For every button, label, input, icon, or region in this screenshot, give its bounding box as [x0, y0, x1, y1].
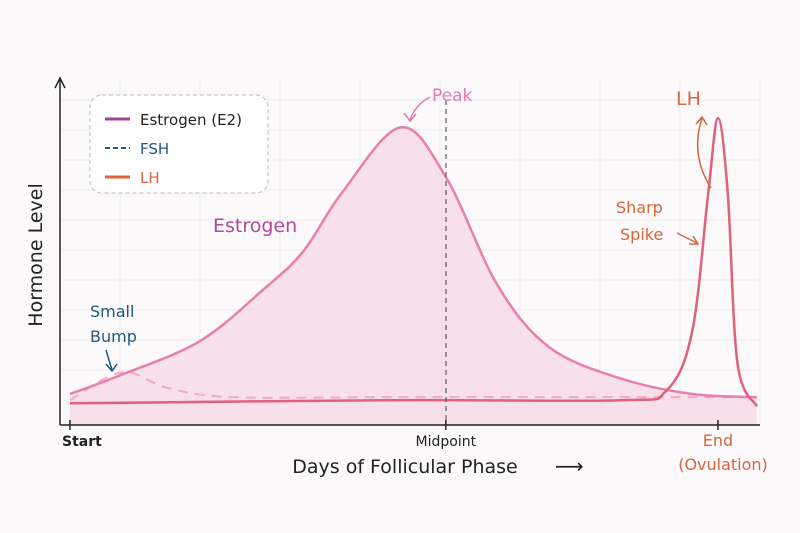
legend-label-fsh: FSH	[140, 140, 169, 158]
annotation-spike: Spike	[620, 225, 663, 244]
fsh-line	[69, 371, 757, 402]
legend-label-lh: LH	[140, 169, 160, 187]
annotations: Peak Estrogen Small Bump LH Sharp Spike	[90, 86, 712, 373]
x-tick-sublabel: (Ovulation)	[678, 455, 768, 474]
x-axis-label: Days of Follicular Phase	[292, 456, 518, 478]
annotation-small: Small	[90, 302, 134, 321]
x-tick-label: End	[703, 431, 733, 450]
lh-line	[69, 116, 759, 408]
annotation-lh: LH	[676, 88, 701, 110]
estrogen-area-fill	[70, 127, 757, 425]
x-tick-label: Start	[62, 434, 102, 450]
estrogen-line	[69, 126, 757, 399]
y-axis-label: Hormone Level	[25, 183, 47, 326]
annotation-peak: Peak	[432, 86, 473, 106]
x-axis-arrow-icon: ⟶	[555, 454, 584, 478]
x-tick-label: Midpoint	[416, 434, 477, 450]
legend: Estrogen (E2) FSH LH	[89, 94, 269, 194]
annotation-bump: Bump	[90, 327, 137, 346]
bump-arrow-icon	[105, 349, 118, 373]
y-axis-arrow-icon	[54, 76, 66, 89]
annotation-sharp: Sharp	[616, 198, 663, 217]
lh-arrow-icon	[695, 115, 712, 189]
spike-arrow-icon	[676, 232, 700, 245]
peak-arrow-icon	[403, 96, 431, 123]
annotation-estrogen: Estrogen	[213, 215, 297, 237]
legend-label-estrogen: Estrogen (E2)	[140, 111, 242, 129]
